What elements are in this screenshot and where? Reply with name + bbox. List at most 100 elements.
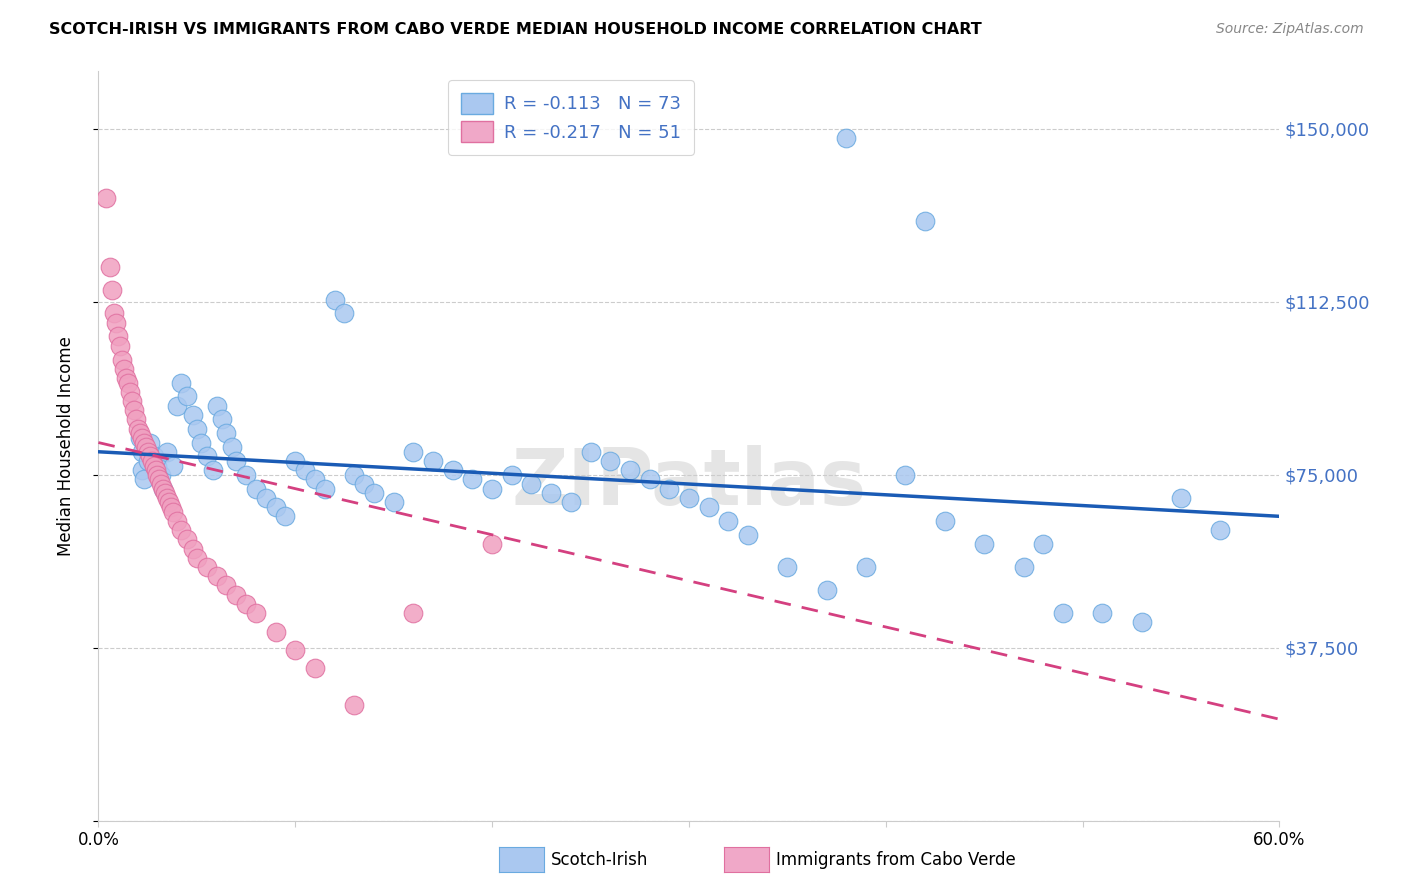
Point <box>181 541 204 556</box>
Point <box>117 376 139 390</box>
Point <box>314 482 336 496</box>
Point <box>1091 606 1114 620</box>
Point <box>136 454 159 468</box>
Point <box>304 661 326 675</box>
Point <box>135 440 157 454</box>
Point <box>146 467 169 482</box>
Point <box>101 284 124 298</box>
Point <box>254 491 277 505</box>
Point <box>934 514 956 528</box>
Point <box>205 399 228 413</box>
Point <box>181 408 204 422</box>
Text: SCOTCH-IRISH VS IMMIGRANTS FROM CABO VERDE MEDIAN HOUSEHOLD INCOME CORRELATION C: SCOTCH-IRISH VS IMMIGRANTS FROM CABO VER… <box>49 22 981 37</box>
Point <box>855 560 877 574</box>
Text: ZIPatlas: ZIPatlas <box>512 445 866 522</box>
Point <box>215 578 238 592</box>
Point <box>1209 523 1232 537</box>
Point <box>520 477 543 491</box>
Point <box>96 191 118 205</box>
Point <box>264 500 287 514</box>
Point <box>98 260 121 275</box>
Point <box>176 533 198 547</box>
Point <box>166 399 188 413</box>
Point <box>150 467 173 482</box>
Point <box>363 486 385 500</box>
Point <box>195 450 218 464</box>
Point <box>304 472 326 486</box>
Point <box>156 444 179 458</box>
Point <box>103 306 125 320</box>
Legend: R = -0.113   N = 73, R = -0.217   N = 51: R = -0.113 N = 73, R = -0.217 N = 51 <box>449 80 693 154</box>
Point <box>131 431 153 445</box>
Point <box>162 458 184 473</box>
Point <box>121 394 143 409</box>
Point <box>148 472 170 486</box>
Point <box>1170 491 1192 505</box>
Point <box>245 482 267 496</box>
Point <box>132 435 155 450</box>
Point <box>579 444 602 458</box>
Point <box>294 463 316 477</box>
Point <box>195 560 218 574</box>
Text: Scotch-Irish: Scotch-Irish <box>551 851 648 869</box>
Point <box>402 606 425 620</box>
Point <box>441 463 464 477</box>
Point <box>560 495 582 509</box>
Point <box>540 486 562 500</box>
Point <box>127 422 149 436</box>
Point <box>107 329 129 343</box>
Point <box>138 435 160 450</box>
Text: Source: ZipAtlas.com: Source: ZipAtlas.com <box>1216 22 1364 37</box>
Point <box>141 454 163 468</box>
Point <box>973 537 995 551</box>
Y-axis label: Median Household Income: Median Household Income <box>56 336 75 556</box>
Point <box>1052 606 1074 620</box>
Point <box>815 583 838 598</box>
Point <box>131 444 153 458</box>
Point <box>190 435 212 450</box>
Point <box>382 495 405 509</box>
Point <box>142 450 165 464</box>
Point <box>105 316 128 330</box>
Point <box>402 444 425 458</box>
Point <box>333 306 356 320</box>
Point <box>122 403 145 417</box>
Point <box>118 384 141 399</box>
Point <box>284 643 307 657</box>
Point <box>638 472 661 486</box>
Point <box>170 376 193 390</box>
Point <box>128 426 150 441</box>
Point <box>235 597 257 611</box>
Point <box>225 454 247 468</box>
Point <box>658 482 681 496</box>
Point <box>245 606 267 620</box>
Point <box>145 463 167 477</box>
Point <box>776 560 799 574</box>
Point <box>343 467 366 482</box>
Point <box>152 482 174 496</box>
Point <box>146 458 169 473</box>
Point <box>343 698 366 713</box>
Point <box>125 412 148 426</box>
Point <box>1130 615 1153 630</box>
Point <box>157 495 180 509</box>
Point <box>1012 560 1035 574</box>
Point <box>138 450 160 464</box>
Point <box>274 509 297 524</box>
Point <box>619 463 641 477</box>
Point <box>166 514 188 528</box>
Point <box>737 528 759 542</box>
Point <box>176 389 198 403</box>
Point <box>156 491 179 505</box>
Point <box>221 440 243 454</box>
Point <box>111 352 134 367</box>
Point <box>1032 537 1054 551</box>
Point <box>205 569 228 583</box>
Point <box>353 477 375 491</box>
Point <box>115 371 138 385</box>
Point <box>678 491 700 505</box>
Point <box>481 482 503 496</box>
Point <box>186 550 208 565</box>
Point <box>235 467 257 482</box>
Point <box>152 482 174 496</box>
